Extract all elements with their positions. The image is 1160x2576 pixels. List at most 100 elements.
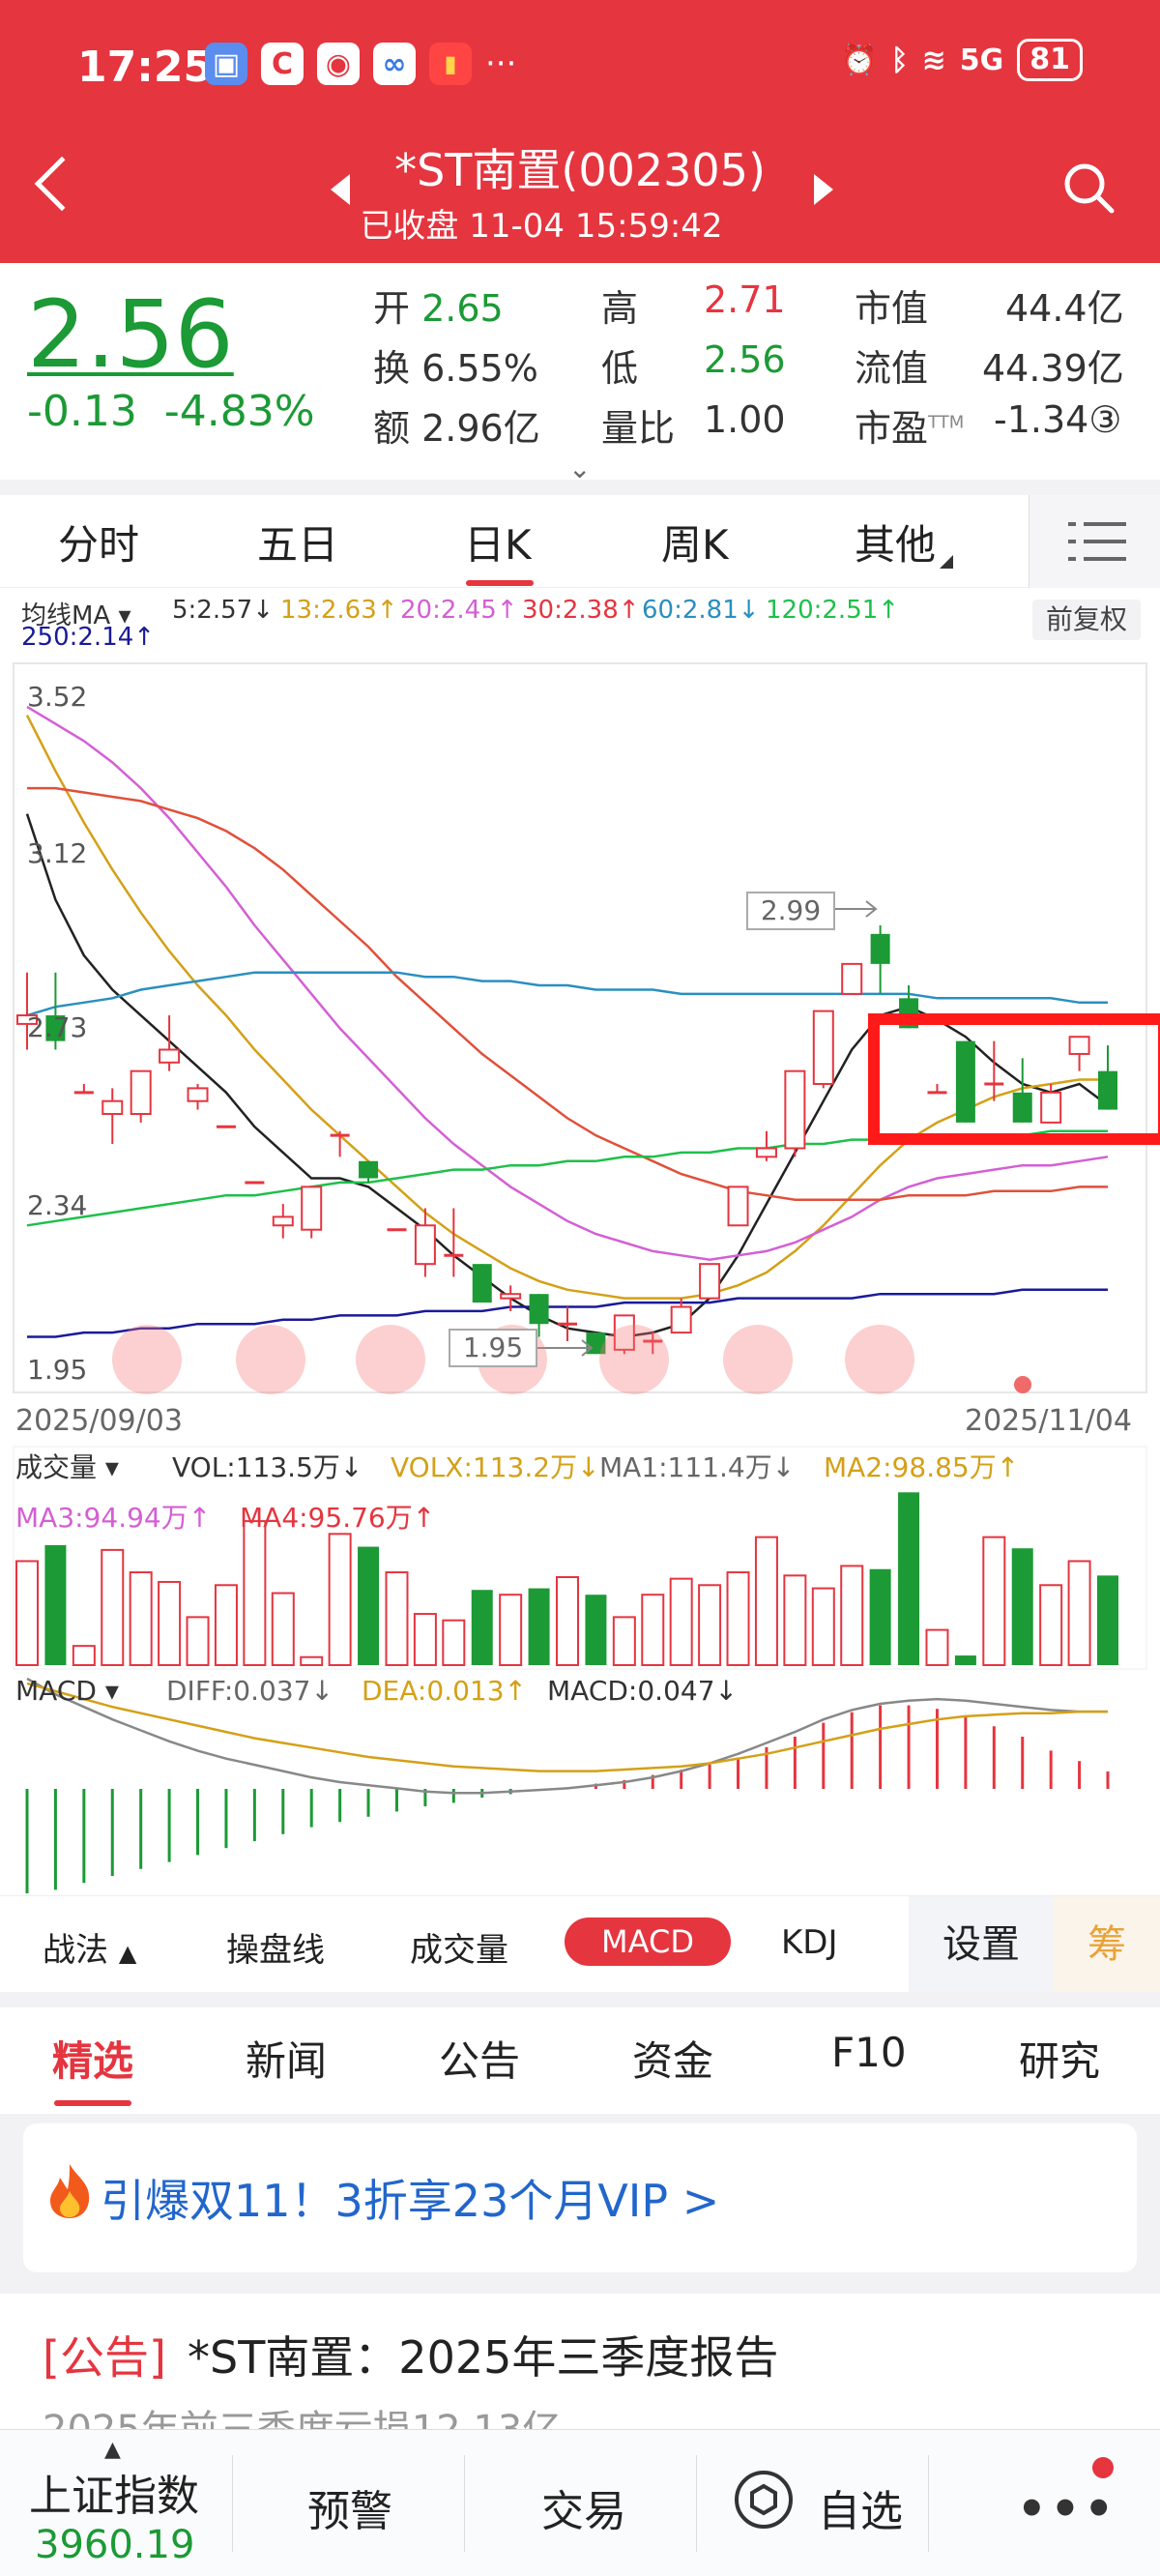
x-start-date: 2025/09/03 [15,1404,183,1438]
tab-gonggao[interactable]: 公告 [439,2037,521,2085]
turnover-cell: 换 6.55% [373,338,538,392]
alert-button[interactable]: 预警 [307,2487,392,2536]
change-pct: -4.83% [163,387,315,436]
zhanfa-label: 战法 [43,1931,108,1970]
y-label-3: 2.73 [27,1011,88,1043]
low-label: 低 [601,347,639,390]
indicator-toolbar: 战法 ▲ 操盘线 成交量 MACD KDJ 设置 筹 [0,1895,1160,1993]
open-cell: 开 2.65 [373,278,504,332]
candle-body [670,1305,692,1334]
battery-icon: 81 [1017,39,1083,81]
ma20-line [26,705,1109,1261]
search-icon[interactable] [1059,159,1117,217]
tab-zhouk[interactable]: 周K [661,521,729,569]
tab-fenshi[interactable]: 分时 [58,521,140,569]
candle-body [955,1040,975,1123]
news-tab-indicator [54,2100,131,2106]
tab-zijin[interactable]: 资金 [632,2037,714,2085]
tab-xinwen[interactable]: 新闻 [246,2037,328,2085]
volume-bar [726,1571,750,1667]
vol-legend-label[interactable]: 成交量 ▾ [15,1451,119,1483]
macd-label: MACD [15,1675,97,1707]
low-value: 2.56 [704,338,786,381]
index-value: 3960.19 [35,2523,195,2567]
ma5-legend: 5:2.57↓ [172,596,274,625]
volratio-label: 量比 [601,407,676,450]
tab-wuri[interactable]: 五日 [257,521,339,569]
expand-chevron-icon[interactable]: ⌄ [568,453,592,484]
news-item[interactable]: [公告] *ST南置：2025年三季度报告 2025年前三季度亏损12.13亿 [0,2294,1160,2452]
candle-body [841,962,863,995]
chart-period-tabs: 分时 五日 日K 周K 其他 [0,495,1160,588]
dea-legend: DEA:0.013↑ [362,1675,527,1707]
macd-legend-label[interactable]: MACD ▾ [15,1675,119,1707]
adjust-button[interactable]: 前复权 [1032,600,1141,640]
status-right: ⏰ ᛒ ≋ 5G 81 [841,39,1083,81]
amount-label: 额 [373,407,411,450]
ma20-legend: 20:2.45↑ [400,596,518,625]
tab-yanjiu[interactable]: 研究 [1019,2037,1101,2085]
index-expand-icon[interactable]: ▲ [104,2438,121,2462]
index-name[interactable]: 上证指数 [29,2472,199,2521]
ma13-line [25,715,1108,1300]
volume-bar [585,1595,607,1665]
chart-menu-icon[interactable] [1029,495,1160,588]
low-annotation: 1.95 [449,1329,537,1367]
tab-rik[interactable]: 日K [464,521,532,569]
alarm-icon: ⏰ [841,43,878,77]
status-time: 17:25 [77,43,214,92]
volume-bar [641,1594,665,1666]
next-stock-icon[interactable] [814,174,833,205]
volume-button[interactable]: 成交量 [410,1931,508,1970]
zhanfa-button[interactable]: 战法 ▲ [43,1923,136,1971]
tab-jingxuan[interactable]: 精选 [52,2037,134,2085]
chip-button[interactable]: 筹 [1054,1896,1160,1993]
promo-banner[interactable]: 引爆双11！3折享23个月VIP > [23,2123,1137,2272]
macd-panel [25,1677,1110,1893]
prev-stock-icon[interactable] [331,174,350,205]
market-status: 已收盘 11-04 15:59:42 [360,207,723,246]
notification-dot [1092,2457,1114,2478]
zoom-control-5 [723,1325,793,1394]
tab-other[interactable]: 其他 [855,521,937,569]
ma-legend-label[interactable]: 均线MA ▾ [21,601,131,630]
turnover-label: 换 [373,347,411,390]
kline-chart[interactable] [0,0,1160,1895]
pe-label: 市盈 [855,407,929,450]
low-arrow-head [581,1339,594,1357]
volume-bar [129,1571,153,1667]
kdj-button[interactable]: KDJ [781,1923,838,1962]
notification-c-icon: C [261,43,304,85]
candle-body [1068,1036,1090,1055]
vol-ma4-legend: MA4:95.76万↑ [240,1502,436,1534]
caopan-button[interactable]: 操盘线 [226,1931,325,1970]
volume-bar [1067,1560,1091,1667]
pe-value: -1.34③ [994,398,1122,441]
watchlist-icon[interactable] [735,2471,793,2529]
price-change: -0.13 -4.83% [27,387,315,436]
candle-body [812,1010,834,1085]
more-icon[interactable]: ••• [1017,2482,1118,2536]
bottom-nav: ▲ 上证指数 3960.19 预警 交易 自选 ••• [0,2429,1160,2576]
trade-button[interactable]: 交易 [541,2487,626,2536]
volume-bar [783,1574,807,1667]
y-label-2: 3.12 [27,837,88,869]
watchlist-button[interactable]: 自选 [818,2487,903,2536]
position-dot [1014,1376,1031,1393]
divider [0,2114,1160,2123]
more-notifications-icon: ··· [485,44,517,83]
volume-bar [358,1546,380,1665]
separator [696,2455,697,2552]
volume-bar [72,1645,96,1667]
volume-bar [15,1560,39,1667]
volume-bar [186,1616,210,1667]
float-value: 44.39亿 [982,347,1124,390]
vol-ma1-legend: MA1:111.4万↓ [599,1451,796,1483]
settings-button[interactable]: 设置 [909,1896,1054,1993]
candle-body [1040,1091,1062,1124]
macd-button[interactable]: MACD [565,1917,731,1966]
candle-body [16,1014,38,1025]
dea-line [26,1682,1108,1772]
volume-bar [328,1533,352,1666]
tab-f10[interactable]: F10 [831,2029,907,2076]
